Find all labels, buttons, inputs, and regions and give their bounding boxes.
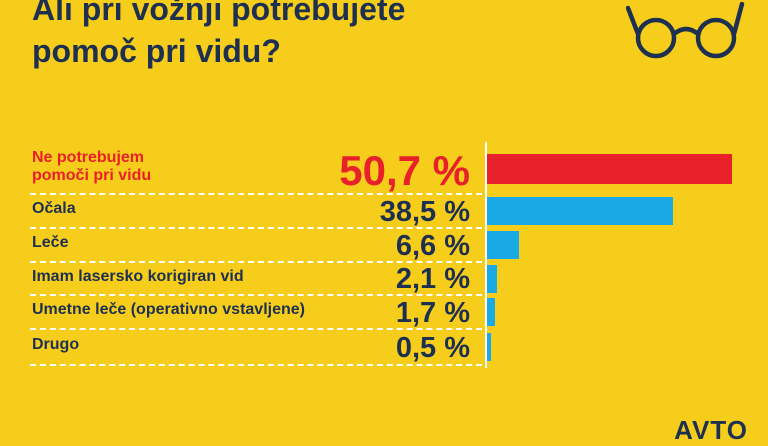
value-label: 50,7 % <box>339 147 470 194</box>
page-title: Ali pri vožnji potrebujete pomoč pri vid… <box>32 0 592 72</box>
bar <box>487 231 519 259</box>
row-separator <box>30 193 482 195</box>
title-line-2: pomoč pri vidu? <box>32 33 281 69</box>
category-label-line: Očala <box>32 200 76 217</box>
bar <box>487 333 491 361</box>
bar <box>487 154 732 184</box>
value-label: 2,1 % <box>395 263 470 295</box>
value-label: 0,5 % <box>395 331 470 364</box>
bar <box>487 197 674 225</box>
category-label: Drugo <box>32 336 79 354</box>
category-label: Ne potrebujem pomoči pri vidu <box>32 149 151 185</box>
category-label: Leče <box>32 234 68 252</box>
category-label-line: Drugo <box>32 336 80 353</box>
value-label: 6,6 % <box>395 229 470 262</box>
category-label: Imam lasersko korigiran vid <box>32 268 244 286</box>
category-label-line: Umetne leče (operativno vstavljene) <box>32 301 305 318</box>
chart-axis-line <box>485 142 487 368</box>
value-label: 38,5 % <box>379 195 470 228</box>
row-separator <box>30 227 482 229</box>
survey-bar-chart: Ne potrebujem pomoči pri vidu 50,7 % Očala 3… <box>30 142 732 368</box>
category-label-line: Imam lasersko korigiran vid <box>32 267 244 285</box>
bar <box>487 298 496 326</box>
row-separator <box>30 364 482 366</box>
category-label-line: Ne potrebujem <box>32 149 145 166</box>
category-label-line: Leče <box>32 234 69 251</box>
row-separator <box>30 261 482 263</box>
brand-logo: AVTO <box>674 415 748 445</box>
glasses-icon <box>626 1 745 59</box>
category-label: Umetne leče (operativno vstavljene) <box>32 301 305 319</box>
value-label: 1,7 % <box>395 296 470 329</box>
row-separator <box>30 328 482 330</box>
category-label-line: pomoči pri vidu <box>32 167 152 184</box>
category-label: Očala <box>32 200 76 218</box>
title-line-1: Ali pri vožnji potrebujete <box>32 0 406 27</box>
bar <box>487 264 498 293</box>
row-separator <box>30 294 482 296</box>
